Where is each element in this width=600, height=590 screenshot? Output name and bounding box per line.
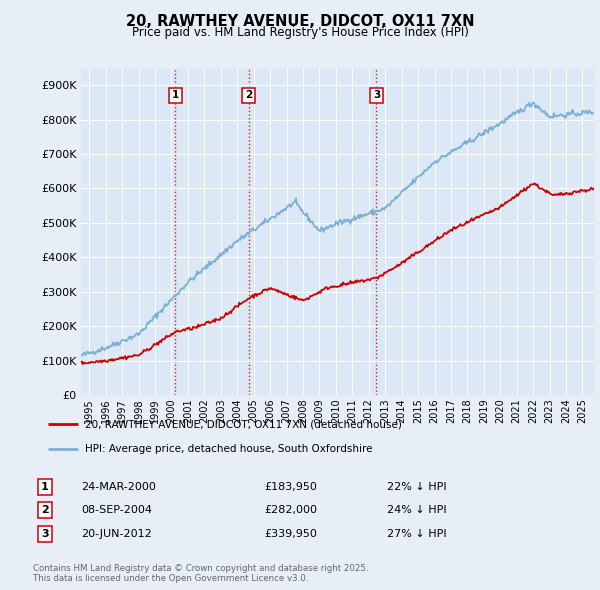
Text: 27% ↓ HPI: 27% ↓ HPI xyxy=(387,529,446,539)
Text: 1: 1 xyxy=(41,482,49,491)
Text: 20, RAWTHEY AVENUE, DIDCOT, OX11 7XN (detached house): 20, RAWTHEY AVENUE, DIDCOT, OX11 7XN (de… xyxy=(85,419,402,430)
Text: £282,000: £282,000 xyxy=(264,506,317,515)
Text: 2: 2 xyxy=(41,506,49,515)
Text: 20-JUN-2012: 20-JUN-2012 xyxy=(81,529,152,539)
Text: 24% ↓ HPI: 24% ↓ HPI xyxy=(387,506,446,515)
Text: 08-SEP-2004: 08-SEP-2004 xyxy=(81,506,152,515)
Text: £183,950: £183,950 xyxy=(264,482,317,491)
Text: 24-MAR-2000: 24-MAR-2000 xyxy=(81,482,156,491)
Text: 3: 3 xyxy=(41,529,49,539)
Text: 3: 3 xyxy=(373,90,380,100)
Text: Price paid vs. HM Land Registry's House Price Index (HPI): Price paid vs. HM Land Registry's House … xyxy=(131,26,469,39)
Text: 1: 1 xyxy=(172,90,179,100)
Text: 20, RAWTHEY AVENUE, DIDCOT, OX11 7XN: 20, RAWTHEY AVENUE, DIDCOT, OX11 7XN xyxy=(126,14,474,28)
Text: 22% ↓ HPI: 22% ↓ HPI xyxy=(387,482,446,491)
Text: 2: 2 xyxy=(245,90,252,100)
Text: Contains HM Land Registry data © Crown copyright and database right 2025.
This d: Contains HM Land Registry data © Crown c… xyxy=(33,563,368,583)
Text: £339,950: £339,950 xyxy=(264,529,317,539)
Text: HPI: Average price, detached house, South Oxfordshire: HPI: Average price, detached house, Sout… xyxy=(85,444,373,454)
